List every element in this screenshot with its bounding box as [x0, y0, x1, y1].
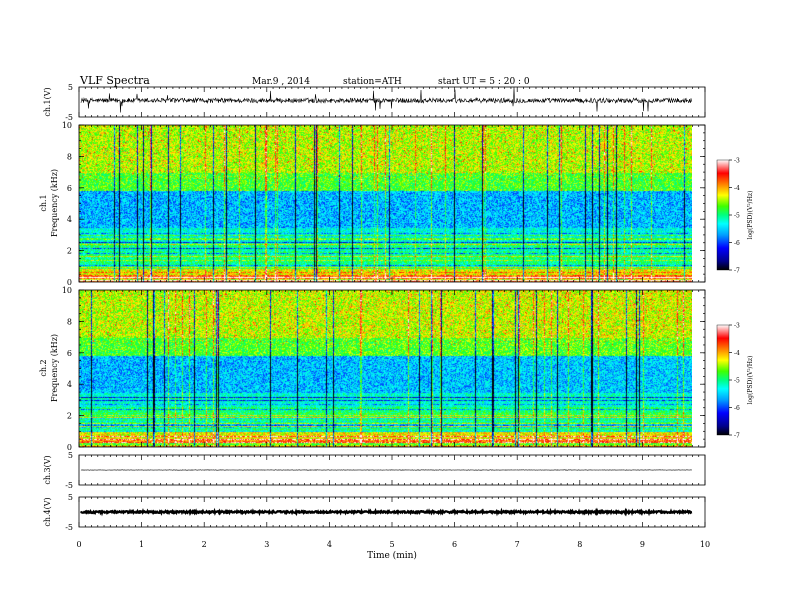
x-tick-label: 0	[76, 540, 81, 549]
ch1-waveform-panel: 5 -5 ch.1(V)	[43, 83, 706, 122]
colorbar-tick-label: -5	[734, 213, 740, 220]
ch1-colorbar-ticks: -3 -4 -5 -6 -7	[729, 158, 740, 275]
x-tick-label: 10	[700, 540, 710, 549]
ch2-channel-label: ch.2	[39, 359, 48, 376]
ch2-frequency-ylabel: Frequency (kHz)	[50, 334, 59, 402]
ch1-colorbar	[716, 159, 730, 271]
y-tick-label: 10	[62, 121, 72, 130]
waveform-line	[80, 87, 693, 113]
y-tick-label: 8	[67, 317, 72, 326]
x-tick-label: 3	[264, 540, 269, 549]
ch4-ytick-top: 5	[68, 493, 73, 502]
y-tick-label: 8	[67, 152, 72, 161]
y-tick-label: 2	[67, 247, 72, 256]
y-tick-label: 4	[67, 215, 72, 224]
colorbar-tick-label: -4	[734, 350, 740, 357]
ch3-waveform-panel: 5 -5 ch.3(V)	[43, 451, 706, 490]
ch1-ytick-bottom: -5	[65, 113, 73, 122]
x-tick-label: 8	[577, 540, 582, 549]
ch4-waveform-ylabel: ch.4(V)	[43, 497, 52, 526]
colorbar-tick-label: -3	[734, 323, 740, 330]
x-tick-label: 2	[202, 540, 207, 549]
ch4-ytick-bottom: -5	[65, 523, 73, 532]
y-tick-label: 4	[67, 380, 72, 389]
ch2-colorbar	[716, 324, 730, 436]
y-tick-label: 2	[67, 412, 72, 421]
waveform-line	[79, 507, 693, 517]
y-tick-label: 6	[67, 349, 72, 358]
colorbar-tick-label: -4	[734, 185, 740, 192]
ch3-ytick-top: 5	[68, 451, 73, 460]
y-tick-label: 0	[67, 443, 72, 452]
ch3-ytick-bottom: -5	[65, 481, 73, 490]
start-time-label: start UT = 5 : 20 : 0	[438, 77, 530, 87]
time-axis-label: Time (min)	[367, 550, 417, 561]
x-tick-label: 9	[640, 540, 645, 549]
x-tick-label: 5	[389, 540, 394, 549]
ch1-ytick-top: 5	[68, 83, 73, 92]
ch1-frequency-ylabel: Frequency (kHz)	[50, 169, 59, 237]
colorbar-tick-label: -6	[734, 405, 740, 412]
ch2-colorbar-label: log(PSD)(V²/Hz)	[747, 356, 754, 405]
time-axis-tick-labels: 0 1 2 3 4 5 6 7 8 9 10	[76, 540, 710, 549]
ch1-colorbar-label: log(PSD)(V²/Hz)	[747, 191, 754, 240]
ch1-channel-label: ch.1	[39, 194, 48, 211]
y-tick-label: 0	[67, 278, 72, 287]
colorbar-tick-label: -3	[734, 158, 740, 165]
x-tick-label: 7	[515, 540, 520, 549]
colorbar-tick-label: -7	[734, 268, 740, 275]
x-tick-label: 1	[139, 540, 144, 549]
ch2-colorbar-ticks: -3 -4 -5 -6 -7	[729, 323, 740, 440]
ch1-waveform-ylabel: ch.1(V)	[43, 87, 52, 116]
y-tick-label: 10	[62, 286, 72, 295]
colorbar-tick-label: -6	[734, 240, 740, 247]
x-tick-label: 4	[327, 540, 332, 549]
ch1-waveform-trace	[80, 87, 693, 113]
ch2-spectrogram-image	[79, 290, 692, 447]
ch4-waveform-trace	[79, 507, 693, 517]
x-tick-label: 6	[452, 540, 457, 549]
ch1-spectrogram-yticks: 0 2 4 6 8 10	[62, 121, 705, 287]
ch4-waveform-panel: 5 -5 ch.4(V)	[43, 493, 706, 532]
colorbar-tick-label: -7	[734, 433, 740, 440]
figure-title: VLF Spectra	[79, 74, 150, 87]
date-label: Mar.9 , 2014	[252, 77, 310, 87]
time-axis-ticks	[78, 87, 706, 527]
ch3-waveform-ylabel: ch.3(V)	[43, 455, 52, 484]
ch1-spectrogram-image	[79, 125, 692, 282]
colorbar-tick-label: -5	[734, 378, 740, 385]
station-label: station=ATH	[343, 77, 402, 87]
y-tick-label: 6	[67, 184, 72, 193]
